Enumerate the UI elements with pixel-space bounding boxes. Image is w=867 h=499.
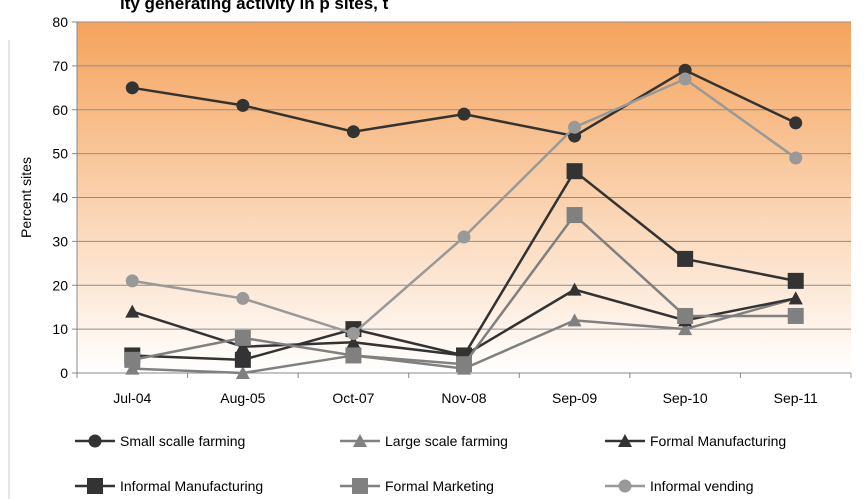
- data-point: [235, 366, 250, 379]
- legend-item: Formal Marketing: [340, 478, 494, 494]
- data-point: [677, 250, 694, 267]
- legend-label: Large scale farming: [385, 433, 508, 449]
- legend-label: Informal Manufacturing: [120, 478, 263, 494]
- y-tick-label: 50: [52, 146, 68, 162]
- legend-marker: [87, 478, 103, 494]
- data-point: [789, 151, 803, 165]
- data-point: [125, 361, 140, 375]
- legend-marker: [352, 478, 368, 494]
- data-point: [678, 322, 693, 336]
- data-point: [787, 307, 804, 324]
- data-point: [125, 304, 140, 318]
- data-point: [124, 351, 141, 368]
- data-point: [235, 339, 250, 353]
- data-point: [567, 313, 582, 327]
- x-tick-label: Oct-07: [332, 390, 374, 406]
- data-point: [787, 272, 804, 289]
- y-tick-label: 10: [52, 321, 68, 337]
- data-point: [457, 107, 471, 121]
- legend-item: Large scale farming: [340, 433, 508, 449]
- legend-marker: [618, 434, 632, 447]
- x-tick-label: Sep-09: [552, 390, 597, 406]
- legend-label: Informal vending: [650, 478, 754, 494]
- x-tick-label: Jul-04: [113, 390, 151, 406]
- data-point: [234, 351, 251, 368]
- data-point: [346, 327, 360, 341]
- y-tick-label: 40: [52, 190, 68, 206]
- series-0: [125, 63, 803, 143]
- data-point: [346, 335, 361, 349]
- series-4: [124, 207, 804, 373]
- legend-label: Formal Marketing: [385, 478, 494, 494]
- legend-item: Small scalle farming: [75, 433, 245, 449]
- data-point: [568, 120, 582, 134]
- x-tick-label: Aug-05: [220, 390, 265, 406]
- data-point: [788, 291, 803, 305]
- legend-item: Informal Manufacturing: [75, 478, 263, 494]
- data-point: [236, 291, 250, 305]
- data-point: [125, 274, 139, 288]
- x-tick-label: Sep-10: [663, 390, 708, 406]
- y-tick-label: 80: [52, 14, 68, 30]
- y-tick-label: 70: [52, 58, 68, 74]
- x-tick-label: Nov-08: [441, 390, 486, 406]
- y-tick-label: 20: [52, 277, 68, 293]
- y-tick-label: 0: [60, 365, 68, 381]
- x-tick-label: Sep-11: [774, 390, 818, 406]
- data-point: [567, 282, 582, 296]
- data-point: [345, 347, 362, 364]
- series-5: [125, 72, 803, 341]
- legend-marker: [88, 434, 102, 448]
- legend-item: Formal Manufacturing: [605, 433, 786, 449]
- data-point: [456, 356, 472, 373]
- legend-item: Informal vending: [605, 478, 754, 494]
- data-point: [566, 163, 583, 180]
- data-point: [236, 98, 250, 112]
- data-point: [346, 125, 360, 139]
- legend-label: Small scalle farming: [120, 433, 245, 449]
- y-axis-label: Percent sites: [18, 157, 34, 238]
- y-tick-label: 60: [52, 102, 68, 118]
- data-point: [125, 81, 139, 95]
- y-tick-label: 30: [52, 233, 68, 249]
- data-point: [677, 307, 694, 324]
- data-point: [457, 230, 471, 244]
- chart-title: ity generating activity in p sites, t: [120, 0, 389, 13]
- legend-marker: [618, 479, 632, 493]
- data-point: [234, 329, 251, 346]
- data-point: [566, 207, 583, 224]
- data-point: [678, 72, 692, 86]
- legend-label: Formal Manufacturing: [650, 433, 786, 449]
- data-point: [789, 116, 803, 130]
- legend-marker: [353, 434, 367, 447]
